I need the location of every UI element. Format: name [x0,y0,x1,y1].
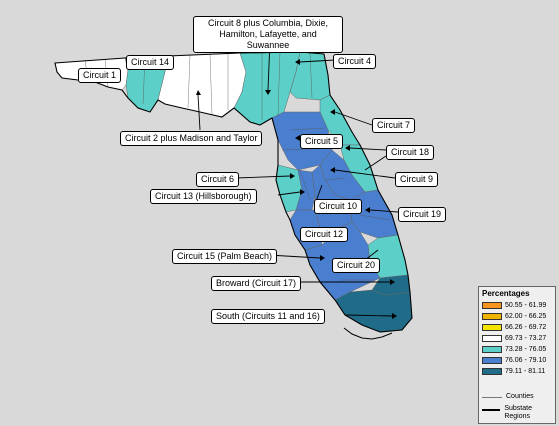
counties-line-sample [482,397,502,398]
legend-swatch [482,367,502,375]
substate-line-sample [482,409,501,411]
label-circuit-4: Circuit 4 [333,54,377,69]
legend-item: 66.26 - 69.72 [482,323,546,331]
legend-swatch [482,334,502,342]
legend-item: 79.11 - 81.11 [482,367,545,375]
label-circuit-2: Circuit 2 plus Madison and Taylor [120,131,263,146]
legend-substate: Substate Regions [482,405,555,421]
legend-counties: Counties [482,393,534,400]
florida-keys [343,327,393,340]
legend-item: 50.55 - 61.99 [482,301,546,309]
legend-item: 69.73 - 73.27 [482,334,546,342]
label-circuit-19: Circuit 19 [398,207,447,222]
legend: Percentages 50.55 - 61.99 62.00 - 66.25 66… [478,286,556,424]
legend-range-label: 69.73 - 73.27 [505,334,547,342]
legend-title: Percentages [482,289,530,298]
label-circuit-9: Circuit 9 [395,172,439,187]
label-circuit-13: Circuit 13 (Hillsborough) [150,189,257,204]
legend-range-label: 73.28 - 76.05 [505,345,547,353]
legend-substate-label: Substate Regions [504,405,532,420]
legend-item: 62.00 - 66.25 [482,312,546,320]
legend-counties-label: Counties [506,393,534,400]
legend-range-label: 66.26 - 69.72 [505,323,547,331]
label-circuit-17: Broward (Circuit 17) [211,276,302,291]
substate-outlines [54,51,413,333]
label-circuit-7: Circuit 7 [372,118,416,133]
label-circuit-5: Circuit 5 [300,134,344,149]
region-south [334,289,413,333]
label-circuit-1: Circuit 1 [78,68,122,83]
legend-swatch [482,301,502,309]
legend-item: 73.28 - 76.05 [482,345,546,353]
legend-range-label: 62.00 - 66.25 [505,312,547,320]
legend-item: 76.06 - 79.10 [482,356,546,364]
legend-swatch [482,323,502,331]
legend-swatch [482,345,502,353]
legend-range-label: 79.11 - 81.11 [505,367,546,375]
label-south: South (Circuits 11 and 16) [211,309,325,324]
label-circuit-15: Circuit 15 (Palm Beach) [172,249,278,264]
label-circuit-8: Circuit 8 plus Columbia, Dixie, Hamilton… [193,16,343,53]
label-circuit-10: Circuit 10 [314,199,363,214]
label-circuit-20: Circuit 20 [332,258,381,273]
label-circuit-6: Circuit 6 [196,172,240,187]
label-circuit-12: Circuit 12 [300,227,349,242]
legend-swatch [482,356,502,364]
legend-range-label: 76.06 - 79.10 [505,356,547,364]
legend-range-label: 50.55 - 61.99 [505,301,547,309]
label-circuit-18: Circuit 18 [386,145,435,160]
label-circuit-14: Circuit 14 [126,55,175,70]
legend-swatch [482,312,502,320]
